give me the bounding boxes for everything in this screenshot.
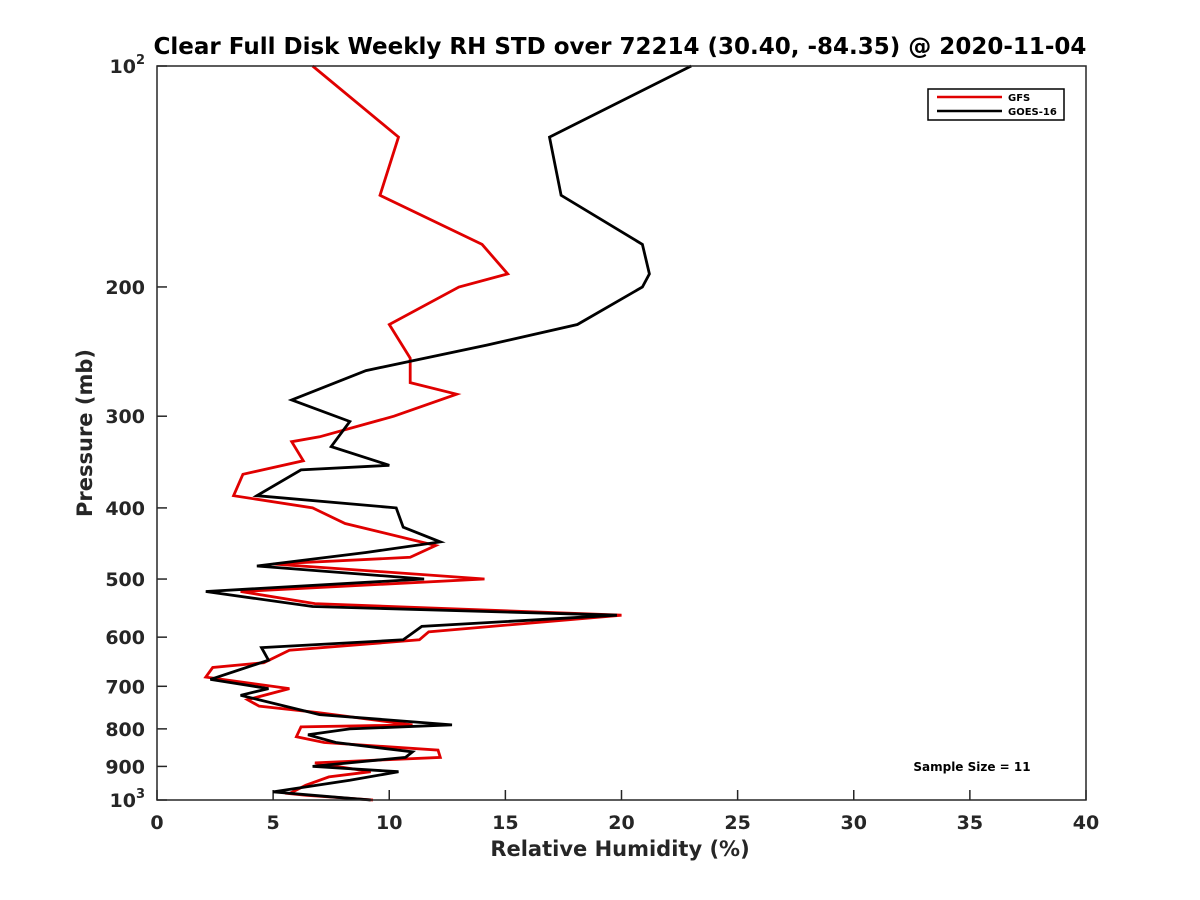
y-tick-label: 700 — [105, 676, 145, 698]
x-tick-labels: 0 5 10 15 20 25 30 35 40 — [150, 812, 1099, 834]
x-tick-label: 0 — [150, 812, 163, 834]
series-lines — [203, 64, 692, 802]
x-tick-label: 25 — [724, 812, 750, 834]
legend-label-gfs: GFS — [1008, 93, 1030, 104]
chart-title: Clear Full Disk Weekly RH STD over 72214… — [154, 34, 1087, 60]
y-tick-label: 200 — [105, 277, 145, 299]
y-tick-label: 500 — [105, 569, 145, 591]
y-tick-label: 800 — [105, 719, 145, 741]
series-line-gfs — [203, 64, 622, 802]
x-tick-label: 10 — [376, 812, 402, 834]
y-tick-label: 400 — [105, 498, 145, 520]
series-line-goes16 — [205, 64, 692, 802]
x-tick-label: 20 — [608, 812, 634, 834]
x-tick-label: 5 — [267, 812, 280, 834]
x-tick-label: 35 — [957, 812, 983, 834]
legend-label-goes16: GOES-16 — [1008, 107, 1057, 118]
y-tick-label: 103 — [110, 787, 146, 812]
y-axis-title: Pressure (mb) — [73, 349, 97, 517]
y-tick-label: 900 — [105, 756, 145, 778]
y-tick-labels: 102 200 300 400 500 600 700 800 900 103 — [105, 53, 145, 812]
x-tick-label: 40 — [1073, 812, 1099, 834]
x-axis-title: Relative Humidity (%) — [490, 837, 749, 861]
x-tick-label: 15 — [492, 812, 518, 834]
y-tick-label: 102 — [110, 53, 146, 78]
legend: GFS GOES-16 — [927, 88, 1065, 121]
x-tick-label: 30 — [841, 812, 867, 834]
y-tick-label: 600 — [105, 627, 145, 649]
sample-size-annotation: Sample Size = 11 — [913, 760, 1030, 774]
plot-area-frame — [156, 65, 1087, 801]
y-tick-label: 300 — [105, 406, 145, 428]
legend-box — [927, 88, 1065, 121]
